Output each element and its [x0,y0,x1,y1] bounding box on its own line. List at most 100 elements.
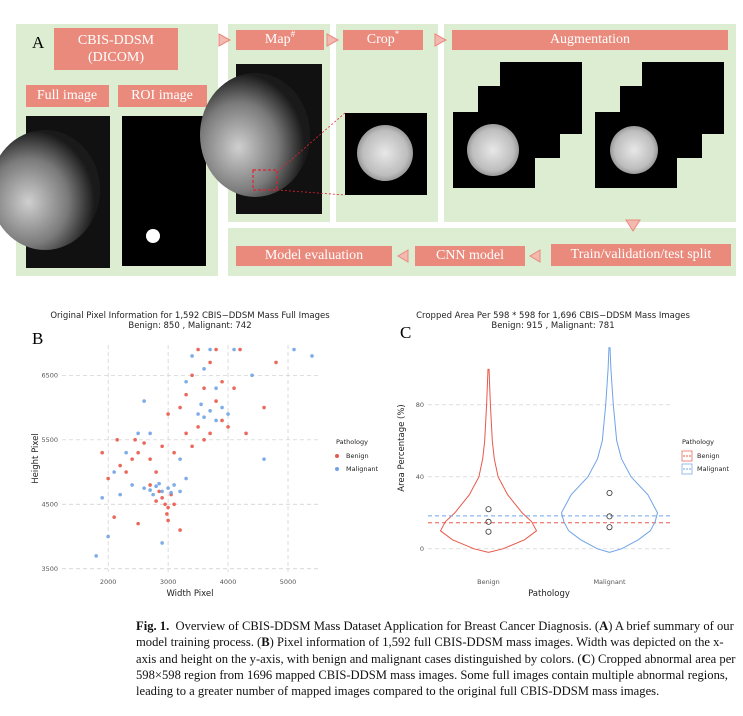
point [160,541,164,545]
point [136,431,140,436]
point [274,360,278,365]
panel-label: B [32,329,43,348]
point [154,499,158,503]
images [0,62,724,268]
y-tick-label: 0 [420,545,424,553]
panel-label: C [400,323,411,342]
point [166,505,170,510]
point [208,431,212,436]
point [157,489,161,494]
point [148,488,152,492]
charts: Original Pixel Information for 1,592 CBI… [31,311,730,599]
step-label: Model evaluation [265,248,363,263]
panel-label: A [32,33,45,52]
quartile-point [485,518,492,525]
point [208,408,212,413]
legend-title: Pathology [336,438,368,446]
point [214,399,218,403]
x-tick-label: 4000 [220,578,237,586]
point [208,360,212,365]
point [148,457,152,461]
point [214,386,218,391]
point [250,373,254,378]
legend-label: Malignant [346,465,379,473]
point [220,418,224,423]
figure: A CBIS-DDSM (DICOM) Full image ROI image… [0,24,736,599]
caption-text: ) A brief summary of our model training … [136,619,737,650]
point [190,354,194,358]
caption-text: ) Cropped abnormal area per 598×598 regi… [136,651,739,699]
chart-subtitle: Benign: 915 , Malignant: 781 [491,321,614,331]
point [154,470,158,474]
point [165,512,169,516]
caption: Fig. 1. Overview of CBIS-DDSM Mass Datas… [136,618,738,699]
point [292,347,296,352]
x-axis-label: Width Pixel [166,589,213,599]
point [130,483,134,487]
point [208,347,212,352]
caption-text: B [261,635,270,650]
point [184,476,188,481]
legend-key [681,463,693,475]
x-tick-label: Benign [477,578,500,586]
point [196,425,200,429]
point [178,405,182,410]
point [166,412,170,416]
caption-text: A [599,619,609,633]
point [136,521,140,526]
point [220,379,224,384]
x-axis-label: Pathology [528,589,570,599]
y-tick-label: 4500 [41,500,58,508]
point [202,386,206,391]
point [262,405,266,410]
caption-text: Fig. 1. [136,619,170,633]
chart-title: Original Pixel Information for 1,592 CBI… [50,311,330,321]
point [214,418,218,423]
point [124,470,128,474]
step-label: Map# [265,29,296,47]
violin-outline [488,368,538,553]
point [157,481,161,486]
point [196,412,200,416]
point [172,450,176,455]
point [184,392,188,397]
point [106,534,110,539]
quartile-point [485,506,492,513]
chart-title: Cropped Area Per 598 * 598 for 1,696 CBI… [416,311,690,321]
point [106,476,110,481]
point [166,486,170,490]
source-label: CBIS-DDSM [78,33,155,48]
point [169,490,173,495]
point [94,554,98,558]
point [136,450,140,455]
point [220,405,224,410]
point [130,457,134,461]
legend-title: Pathology [682,438,714,446]
point [178,457,182,461]
point [151,492,155,497]
point [190,444,194,449]
point [172,483,176,487]
point [172,502,176,507]
point [310,354,314,358]
step-sup: # [291,29,296,39]
x-tick-label: 3000 [160,578,177,586]
label-boxes [26,28,731,266]
point [262,457,266,461]
point [226,412,230,416]
point [232,386,236,391]
step-label: Augmentation [550,32,630,47]
legend-label: Malignant [697,465,730,473]
step-label: ROI image [131,88,193,103]
violin-outline [609,347,659,553]
quartile-point [485,528,492,535]
point [199,402,203,407]
step-label: CNN model [436,248,504,263]
y-tick-label: 40 [416,473,424,481]
quartile-point [606,513,613,520]
x-tick-label: 5000 [280,578,297,586]
violin-outline [560,347,610,553]
point [163,502,167,507]
y-tick-label: 3500 [41,565,58,573]
